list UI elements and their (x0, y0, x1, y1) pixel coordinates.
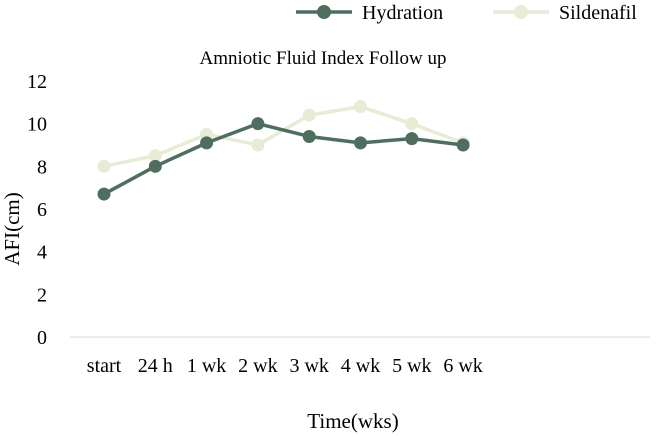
legend-marker-hydration (317, 5, 331, 19)
data-point-hydration-7 (456, 138, 470, 152)
data-point-hydration-3 (251, 117, 265, 131)
data-point-hydration-4 (302, 129, 316, 143)
y-axis-title: AFI(cm) (0, 192, 24, 265)
series-hydration (97, 117, 470, 201)
x-tick-label-3: 2 wk (238, 355, 277, 377)
y-tick-label-2: 4 (37, 242, 47, 264)
y-tick-label-4: 8 (37, 156, 47, 178)
legend-marker-sildenafil (514, 5, 528, 19)
y-tick-label-3: 6 (37, 199, 47, 221)
y-axis-ticks: 0 2 4 6 8 10 12 (27, 71, 47, 349)
x-tick-label-1: 24 h (138, 355, 173, 377)
series-line-hydration (103, 121, 464, 196)
y-tick-label-0: 0 (37, 327, 47, 349)
legend-item-hydration: Hydration (296, 2, 443, 24)
x-axis-ticks: start 24 h 1 wk 2 wk 3 wk 4 wk 5 wk 6 wk (87, 355, 483, 377)
x-tick-label-0: start (87, 355, 122, 377)
data-point-sildenafil-0 (97, 159, 111, 173)
data-point-sildenafil-1 (148, 149, 162, 163)
x-tick-label-2: 1 wk (187, 355, 226, 377)
data-point-sildenafil-5 (354, 100, 367, 114)
y-tick-label-1: 2 (37, 284, 47, 306)
x-tick-label-4: 3 wk (289, 355, 328, 377)
legend-label-hydration: Hydration (362, 2, 443, 24)
data-point-hydration-1 (148, 159, 162, 173)
y-tick-label-5: 10 (27, 114, 47, 136)
data-point-hydration-5 (354, 136, 367, 150)
data-point-sildenafil-6 (405, 117, 419, 131)
data-point-hydration-2 (200, 136, 214, 150)
x-axis-title: Time(wks) (307, 409, 398, 433)
data-point-sildenafil-4 (302, 108, 316, 122)
series-layer (97, 100, 470, 201)
chart-title: Amniotic Fluid Index Follow up (200, 48, 447, 69)
data-point-hydration-0 (97, 187, 111, 201)
x-tick-label-5: 4 wk (341, 355, 380, 377)
legend: Hydration Sildenafil (296, 2, 637, 24)
y-tick-label-6: 12 (27, 71, 47, 93)
legend-item-sildenafil: Sildenafil (493, 2, 637, 24)
legend-label-sildenafil: Sildenafil (559, 2, 637, 24)
data-point-hydration-6 (405, 132, 419, 146)
x-tick-label-6: 5 wk (392, 355, 431, 377)
data-point-sildenafil-3 (251, 138, 265, 152)
x-tick-label-7: 6 wk (443, 355, 482, 377)
